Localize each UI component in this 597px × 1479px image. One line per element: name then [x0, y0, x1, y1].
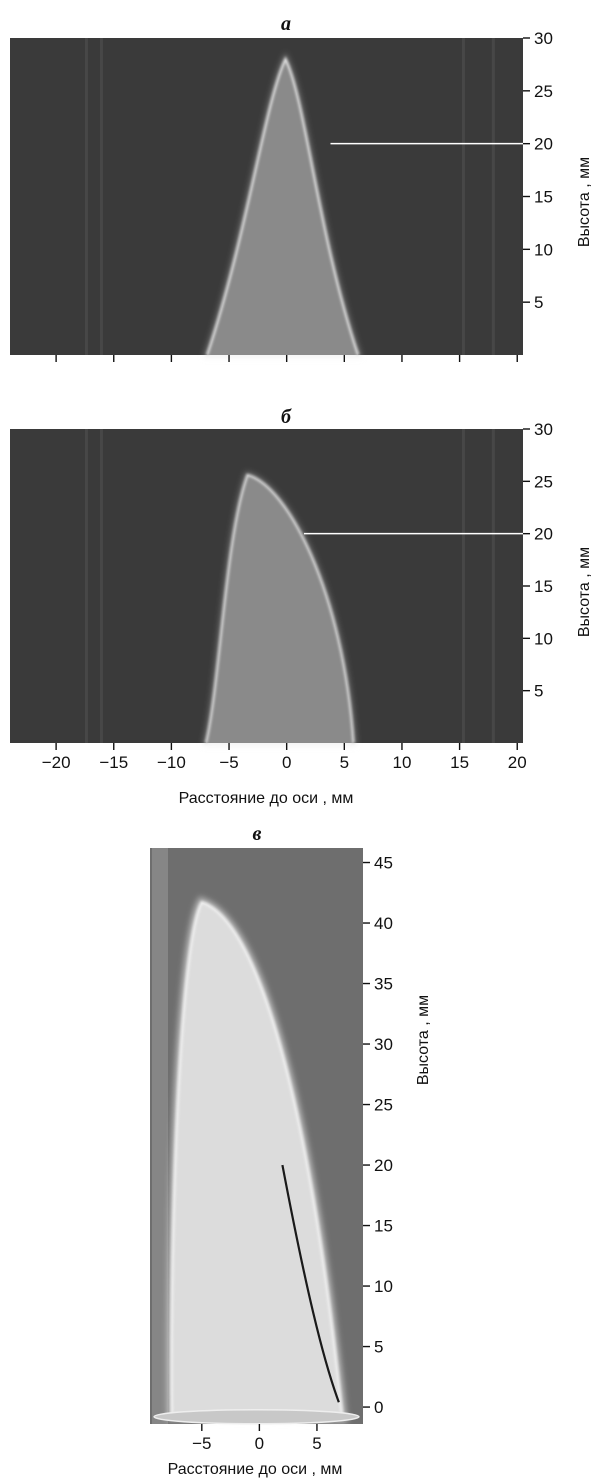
y-tick-label: 45	[374, 854, 393, 873]
panel-b-y-label: Высота , мм	[576, 547, 593, 637]
y-tick-label: 30	[534, 420, 553, 439]
y-tick-label: 15	[534, 188, 553, 207]
background-streak	[99, 429, 103, 743]
panel-c-x-label: Расстояние до оси , мм	[168, 1461, 343, 1478]
panel-a-y-label: Высота , мм	[576, 157, 593, 247]
y-tick-label: 30	[534, 29, 553, 48]
panel-a-y-axis: 5 10 15 20 25 30	[523, 29, 553, 312]
y-tick-label: 25	[534, 472, 553, 491]
y-tick-label: 10	[374, 1277, 393, 1296]
panel-c-flame-edge	[170, 900, 344, 1419]
y-tick-label: 0	[374, 1398, 383, 1417]
panel-b: б 5 10 15 20 25 30 −20 −15 −10 −5 0 5 10 15 20 Высота…	[10, 406, 593, 807]
panel-c-dark-edge	[281, 1164, 340, 1403]
x-tick-label: 15	[450, 753, 469, 772]
y-tick-label: 35	[374, 975, 393, 994]
panel-c-letter: в	[253, 823, 262, 845]
panel-c: в 0 5 10 15 20 25 30 35 40 45 −5 0 5 Высота , мм Ра…	[150, 823, 432, 1478]
panel-a-flame-edge	[205, 56, 360, 356]
panel-c-y-label: Высота , мм	[415, 995, 432, 1085]
x-tick-label: 5	[340, 753, 349, 772]
y-tick-label: 10	[534, 240, 553, 259]
x-tick-label: 10	[392, 753, 411, 772]
y-tick-label: 30	[374, 1035, 393, 1054]
background-streak	[491, 429, 495, 743]
x-tick-label: −10	[157, 753, 186, 772]
y-tick-label: 25	[534, 82, 553, 101]
y-tick-label: 15	[374, 1217, 393, 1236]
panel-b-x-axis: −20 −15 −10 −5 0 5 10 15 20	[42, 743, 527, 772]
x-tick-label: −20	[42, 753, 71, 772]
x-tick-label: −15	[99, 753, 128, 772]
x-tick-label: 0	[255, 1434, 264, 1453]
x-tick-label: −5	[192, 1434, 211, 1453]
y-tick-label: 20	[534, 135, 553, 154]
x-tick-label: 5	[312, 1434, 321, 1453]
background-streak	[461, 429, 465, 743]
y-tick-label: 20	[534, 525, 553, 544]
panel-c-left-halo	[152, 848, 168, 1424]
background-streak	[84, 38, 88, 355]
panel-a-background-streaks	[84, 38, 495, 355]
panel-b-background-streaks	[84, 429, 495, 743]
panel-a-flame	[207, 59, 359, 356]
panel-a-letter: а	[281, 13, 291, 35]
panel-b-flame	[205, 475, 354, 743]
panel-b-letter: б	[281, 406, 292, 428]
y-tick-label: 40	[374, 914, 393, 933]
panel-c-flame	[171, 902, 343, 1418]
panel-b-flame-edge	[204, 473, 355, 744]
y-tick-label: 15	[534, 577, 553, 596]
y-tick-label: 20	[374, 1156, 393, 1175]
panel-c-x-axis: −5 0 5	[192, 1424, 322, 1453]
panel-b-y-axis: 5 10 15 20 25 30	[523, 420, 553, 701]
panel-c-burner-base	[153, 1408, 360, 1425]
y-tick-label: 10	[534, 629, 553, 648]
x-tick-label: 20	[508, 753, 527, 772]
background-streak	[461, 38, 465, 355]
panel-b-x-label: Расстояние до оси , мм	[179, 790, 354, 807]
x-tick-label: 0	[282, 753, 291, 772]
y-tick-label: 5	[534, 293, 543, 312]
panel-a-x-axis	[55, 355, 518, 362]
background-streak	[99, 38, 103, 355]
background-streak	[84, 429, 88, 743]
y-tick-label: 25	[374, 1096, 393, 1115]
y-tick-label: 5	[374, 1338, 383, 1357]
panel-a: а 5 10 15 20 25 30 Высота , мм	[10, 13, 593, 362]
panel-c-y-axis: 0 5 10 15 20 25 30 35 40 45	[363, 854, 393, 1417]
background-streak	[491, 38, 495, 355]
y-tick-label: 5	[534, 682, 543, 701]
x-tick-label: −5	[219, 753, 238, 772]
